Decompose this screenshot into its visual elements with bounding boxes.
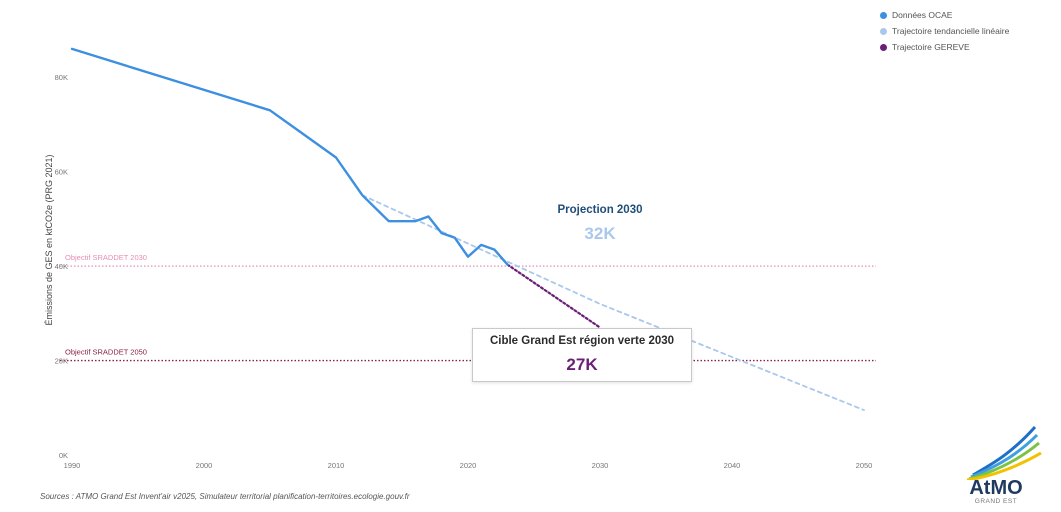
legend-item-trend[interactable]: Trajectoire tendancielle linéaire bbox=[880, 23, 1009, 39]
axes: 1990 2000 2010 2020 2030 2040 2050 0K 20K 40K 60K 8… bbox=[55, 73, 873, 470]
projection-2030-value: 32K bbox=[584, 224, 616, 243]
x-tick-label: 2020 bbox=[460, 461, 477, 470]
target-callout-value: 27K bbox=[566, 355, 598, 374]
x-tick-label: 2010 bbox=[328, 461, 345, 470]
logo-text-a: At bbox=[969, 477, 991, 499]
y-tick-label: 60K bbox=[55, 168, 68, 177]
y-tick-label: 0K bbox=[59, 451, 68, 460]
legend-label-gereve: Trajectoire GEREVE bbox=[892, 42, 970, 52]
x-tick-label: 2030 bbox=[592, 461, 609, 470]
sources-note: Sources : ATMO Grand Est Invent'air v202… bbox=[40, 492, 410, 501]
series-line-0 bbox=[70, 47, 509, 266]
series-layer bbox=[70, 47, 865, 412]
reference-label-1: Objectif SRADDET 2050 bbox=[65, 348, 147, 357]
logo-text: AtMO bbox=[965, 477, 1027, 500]
y-tick-label: 80K bbox=[55, 73, 68, 82]
y-tick-label: 40K bbox=[55, 262, 68, 271]
projection-2030-title: Projection 2030 bbox=[557, 204, 643, 216]
x-tick-label: 1990 bbox=[64, 461, 81, 470]
legend-dot-ocae bbox=[880, 11, 887, 19]
legend: Données OCAE Trajectoire tendancielle li… bbox=[880, 7, 1009, 55]
target-callout: Cible Grand Est région verte 2030 27K bbox=[472, 328, 692, 382]
y-tick-label: 20K bbox=[55, 357, 68, 366]
target-callout-title: Cible Grand Est région verte 2030 bbox=[489, 335, 675, 347]
x-tick-label: 2050 bbox=[856, 461, 873, 470]
y-axis-label: Émissions de GES en ktCO2e (PRG 2021) bbox=[44, 154, 54, 325]
legend-dot-gereve bbox=[880, 43, 887, 51]
logo-swoosh-icon bbox=[966, 426, 1042, 482]
legend-label-ocae: Données OCAE bbox=[892, 10, 953, 20]
atmo-logo: AtMO GRAND EST bbox=[965, 425, 1045, 510]
legend-label-trend: Trajectoire tendancielle linéaire bbox=[892, 26, 1010, 36]
x-tick-label: 2000 bbox=[196, 461, 213, 470]
legend-item-ocae[interactable]: Données OCAE bbox=[880, 7, 1009, 23]
x-tick-label: 2040 bbox=[724, 461, 741, 470]
logo-subtitle: GRAND EST bbox=[974, 498, 1018, 505]
reference-label-0: Objectif SRADDET 2030 bbox=[65, 253, 147, 262]
series-line-2 bbox=[506, 263, 602, 329]
logo-text-b: MO bbox=[990, 477, 1023, 499]
legend-dot-trend bbox=[880, 27, 887, 35]
reference-lines: Objectif SRADDET 2030 Objectif SRADDET 20… bbox=[60, 253, 876, 362]
series-line-1 bbox=[361, 194, 865, 412]
legend-item-gereve[interactable]: Trajectoire GEREVE bbox=[880, 39, 1009, 55]
